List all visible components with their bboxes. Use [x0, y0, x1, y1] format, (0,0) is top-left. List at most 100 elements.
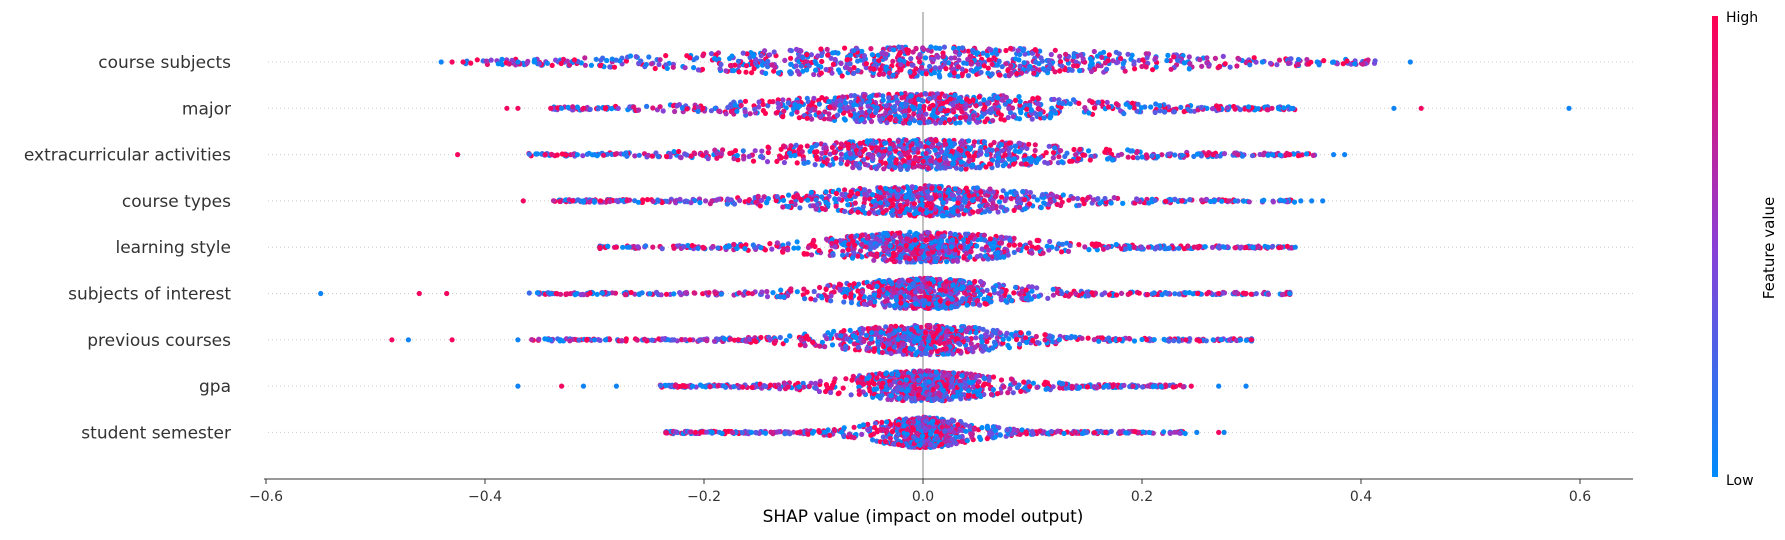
shap-point: [772, 49, 777, 54]
shap-point: [1051, 155, 1056, 160]
shap-point: [961, 142, 966, 147]
shap-point: [1114, 101, 1119, 106]
shap-point: [928, 158, 933, 163]
shap-point: [663, 53, 668, 58]
shap-point: [731, 242, 736, 247]
shap-point: [910, 63, 915, 68]
shap-point: [963, 208, 968, 213]
shap-point: [927, 96, 932, 101]
shap-point: [891, 47, 896, 52]
shap-point: [845, 202, 850, 207]
shap-point: [708, 201, 713, 206]
shap-point: [809, 252, 814, 257]
shap-point: [966, 73, 971, 78]
shap-point: [812, 150, 817, 155]
shap-point: [1131, 245, 1136, 250]
shap-point: [862, 187, 867, 192]
shap-point: [1012, 156, 1017, 161]
shap-point: [672, 109, 677, 114]
shap-point: [938, 120, 943, 125]
shap-point: [1182, 60, 1187, 65]
shap-point: [1040, 192, 1045, 197]
shap-point: [664, 154, 669, 159]
shap-point: [996, 155, 1001, 160]
shap-point: [1058, 148, 1063, 153]
shap-point: [895, 195, 900, 200]
shap-point: [888, 115, 893, 120]
shap-point: [805, 143, 810, 148]
shap-point: [575, 197, 580, 202]
shap-point: [1304, 151, 1309, 156]
shap-point: [890, 73, 895, 78]
shap-point: [988, 143, 993, 148]
shap-point: [1033, 142, 1038, 147]
shap-point: [1221, 54, 1226, 59]
shap-point: [684, 152, 689, 157]
shap-point: [1132, 66, 1137, 71]
shap-point: [1199, 105, 1204, 110]
shap-point: [848, 156, 853, 161]
shap-point: [986, 256, 991, 261]
shap-point: [1004, 208, 1009, 213]
shap-point: [898, 203, 903, 208]
shap-point: [1213, 56, 1218, 61]
shap-point: [1266, 153, 1271, 158]
shap-point: [858, 102, 863, 107]
shap-point: [788, 56, 793, 61]
shap-point: [580, 153, 585, 158]
shap-point: [795, 69, 800, 74]
shap-point: [927, 106, 932, 111]
shap-point: [1165, 53, 1170, 58]
shap-point: [835, 113, 840, 118]
shap-point: [975, 196, 980, 201]
shap-point: [1217, 64, 1222, 69]
shap-point: [658, 57, 663, 62]
shap-point: [850, 256, 855, 261]
shap-point: [1048, 199, 1053, 204]
shap-point: [739, 103, 744, 108]
shap-point: [848, 151, 853, 156]
shap-point: [1063, 52, 1068, 57]
shap-point: [941, 54, 946, 59]
shap-point: [1241, 199, 1246, 204]
shap-point: [966, 138, 971, 143]
shap-point: [938, 150, 943, 155]
shap-point: [1018, 99, 1023, 104]
shap-point: [933, 148, 938, 153]
shap-point: [961, 238, 966, 243]
shap-point: [794, 143, 799, 148]
shap-point: [1238, 107, 1243, 112]
shap-point: [995, 163, 1000, 168]
shap-point: [710, 244, 715, 249]
shap-point: [1153, 110, 1158, 115]
shap-point: [917, 120, 922, 125]
shap-point: [1145, 155, 1150, 160]
shap-point: [1232, 151, 1237, 156]
shap-point: [1057, 68, 1062, 73]
shap-point: [965, 245, 970, 250]
shap-point: [959, 99, 964, 104]
shap-point: [781, 198, 786, 203]
shap-point: [982, 237, 987, 242]
shap-point: [1095, 63, 1100, 68]
shap-point: [1013, 285, 1018, 290]
shap-point: [719, 151, 724, 156]
shap-point: [878, 185, 883, 190]
shap-point: [818, 46, 823, 51]
shap-point: [958, 244, 963, 249]
shap-point: [1003, 161, 1008, 166]
shap-point: [890, 59, 895, 64]
shap-point: [857, 151, 862, 156]
shap-point: [1054, 246, 1059, 251]
shap-point: [566, 105, 571, 110]
shap-point: [1059, 63, 1064, 68]
shap-point: [811, 238, 816, 243]
shap-point: [861, 204, 866, 209]
shap-point: [833, 156, 838, 161]
shap-point: [681, 244, 686, 249]
shap-point: [1019, 71, 1024, 76]
shap-point: [1018, 109, 1023, 114]
shap-point: [545, 61, 550, 66]
shap-point: [923, 55, 928, 60]
